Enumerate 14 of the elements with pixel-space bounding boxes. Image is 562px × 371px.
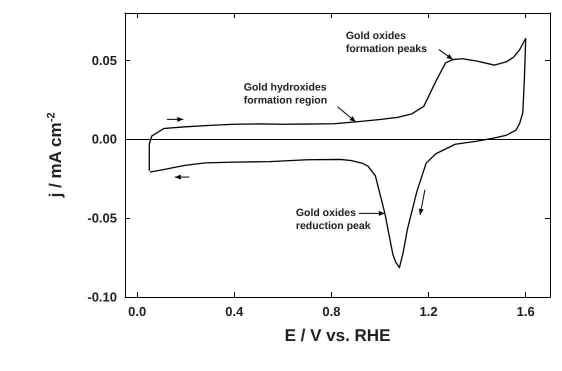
annotation: Gold hydroxides formation region — [244, 81, 328, 106]
y-axis-title: j / mA cm-2 — [46, 112, 65, 198]
x-tick-label: 1.6 — [516, 304, 535, 319]
y-tick-label: -0.05 — [87, 210, 117, 226]
y-tick-label: -0.10 — [87, 290, 117, 304]
x-tick-label: 0.0 — [128, 304, 146, 319]
x-tick-label: 0.4 — [225, 304, 244, 319]
y-tick-label: 0.00 — [92, 132, 117, 147]
y-tick-label: 0.05 — [92, 52, 117, 68]
x-axis-title: E / V vs. RHE — [284, 326, 390, 345]
annotation: Gold oxides reduction peak — [296, 206, 371, 232]
x-tick-label: 0.8 — [322, 304, 340, 319]
annotation: Gold oxides formation peaks — [346, 30, 428, 56]
x-tick-label: 1.2 — [420, 304, 438, 319]
